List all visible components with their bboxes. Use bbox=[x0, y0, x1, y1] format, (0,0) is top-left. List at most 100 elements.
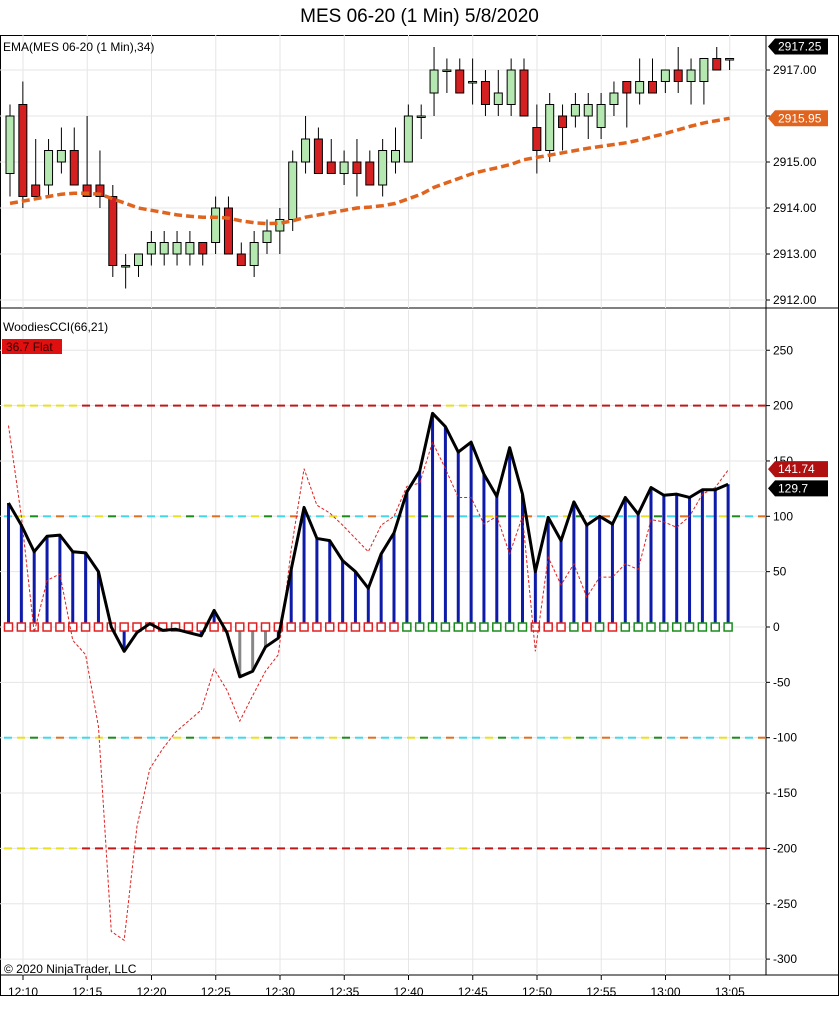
candle-body bbox=[416, 115, 426, 118]
candle-body bbox=[635, 81, 645, 94]
cci-line bbox=[7, 411, 729, 679]
zero-line-marker bbox=[209, 622, 219, 632]
value-badges: 2917.25 2915.95 141.74 129.7 bbox=[768, 38, 828, 497]
ema-value-badge-bg bbox=[768, 110, 828, 127]
last-price-badge-bg bbox=[768, 38, 828, 55]
candle-body bbox=[5, 115, 15, 174]
candle-body bbox=[596, 104, 606, 128]
zero-line-marker bbox=[710, 622, 720, 632]
candle-body bbox=[288, 161, 298, 220]
zero-line-marker bbox=[684, 622, 695, 632]
turbo-value-badge-bg bbox=[768, 461, 828, 478]
zero-line-marker bbox=[504, 622, 515, 632]
zero-line-marker bbox=[299, 622, 309, 632]
price-y-tick-label: 2913.00 bbox=[773, 247, 817, 261]
cci-value-badge-group: 129.7 bbox=[768, 480, 828, 497]
zero-line-marker bbox=[556, 622, 566, 632]
candle-body bbox=[146, 242, 156, 255]
x-tick-label: 12:45 bbox=[458, 985, 488, 999]
zero-line-marker bbox=[543, 622, 553, 632]
zero-line-marker bbox=[325, 622, 335, 632]
candle-body bbox=[378, 150, 388, 186]
x-tick-label: 12:10 bbox=[8, 985, 38, 999]
price-y-tick-label: 2915.00 bbox=[773, 155, 817, 169]
candle-body bbox=[44, 150, 54, 186]
zero-line-marker bbox=[363, 622, 374, 632]
zero-line-marker bbox=[530, 622, 541, 632]
candle-body bbox=[609, 92, 619, 105]
candle-body bbox=[673, 69, 683, 82]
last-price-badge-group: 2917.25 bbox=[768, 38, 828, 55]
zero-line-marker bbox=[427, 622, 438, 632]
zero-line-marker bbox=[350, 622, 361, 632]
candle-body bbox=[532, 127, 542, 151]
zero-line-marker bbox=[633, 622, 643, 632]
candle-body bbox=[198, 242, 208, 255]
candle-body bbox=[134, 253, 143, 266]
zero-line-marker bbox=[389, 622, 399, 632]
zero-line-marker bbox=[453, 622, 463, 632]
cci-status-badge: 36.7 Flat bbox=[6, 340, 53, 354]
zero-line-marker bbox=[55, 622, 65, 632]
ema-line bbox=[9, 116, 730, 226]
candle-body bbox=[275, 219, 285, 232]
zero-line-marker bbox=[492, 622, 502, 632]
zero-line-marker bbox=[80, 622, 91, 632]
cci-value-badge: 129.7 bbox=[778, 481, 808, 495]
candle-body bbox=[519, 69, 529, 117]
zero-line-marker bbox=[723, 622, 733, 632]
candle-body bbox=[18, 104, 28, 197]
candle-body bbox=[121, 265, 131, 268]
price-y-tick-label: 2912.00 bbox=[773, 293, 817, 307]
cci-y-tick-label: 200 bbox=[773, 399, 793, 413]
candle-body bbox=[506, 69, 516, 105]
last-price-badge: 2917.25 bbox=[778, 40, 822, 54]
zero-line-marker bbox=[119, 622, 129, 632]
zero-line-marker bbox=[671, 622, 682, 632]
price-y-tick-label: 2914.00 bbox=[773, 201, 817, 215]
turbo-value-badge: 141.74 bbox=[778, 462, 815, 476]
ema-series bbox=[9, 116, 730, 226]
cci-y-tick-label: -50 bbox=[773, 675, 791, 689]
candle-body bbox=[339, 161, 349, 174]
candle-body bbox=[82, 184, 92, 197]
zero-line-marker bbox=[376, 622, 386, 632]
candle-body bbox=[108, 196, 118, 266]
candle-body bbox=[558, 115, 568, 128]
price-panel-label: EMA(MES 06-20 (1 Min),34) bbox=[3, 40, 154, 54]
zero-line-marker bbox=[479, 622, 489, 632]
zero-line-marker bbox=[68, 622, 78, 632]
zero-line-marker bbox=[646, 622, 656, 632]
candle-body bbox=[442, 69, 452, 72]
x-tick-label: 12:20 bbox=[136, 985, 166, 999]
cci-status-badge-bg bbox=[2, 339, 62, 354]
candle-body bbox=[429, 69, 439, 94]
zero-line-marker bbox=[582, 622, 592, 632]
turbo-cci-line bbox=[8, 425, 729, 942]
candle-body bbox=[686, 69, 696, 82]
copyright-text: © 2020 NinjaTrader, LLC bbox=[4, 962, 137, 976]
cci-y-tick-label: -200 bbox=[773, 841, 797, 855]
zero-line-marker bbox=[93, 622, 104, 632]
cci-y-tick-label: 250 bbox=[773, 343, 793, 357]
candle-body bbox=[95, 184, 105, 197]
cci-zero-line-markers bbox=[3, 622, 733, 632]
candle-body bbox=[365, 161, 375, 186]
price-y-tick-label: 2917.00 bbox=[773, 63, 817, 77]
zero-line-marker bbox=[569, 622, 579, 632]
candle-body bbox=[172, 242, 182, 255]
cci-value-badge-bg bbox=[768, 480, 828, 497]
x-tick-label: 12:40 bbox=[393, 985, 423, 999]
candle-body bbox=[352, 161, 362, 174]
cci-y-tick-label: 0 bbox=[773, 620, 780, 634]
candle-body bbox=[69, 150, 79, 186]
zero-line-marker bbox=[42, 622, 52, 632]
candle-body bbox=[712, 58, 722, 71]
x-tick-label: 12:55 bbox=[586, 985, 616, 999]
candle-body bbox=[56, 150, 66, 163]
candle-body bbox=[31, 184, 41, 197]
cci-y-tick-label: 50 bbox=[773, 565, 787, 579]
chart-title: MES 06-20 (1 Min) 5/8/2020 bbox=[300, 6, 539, 27]
candle-body bbox=[545, 104, 555, 151]
